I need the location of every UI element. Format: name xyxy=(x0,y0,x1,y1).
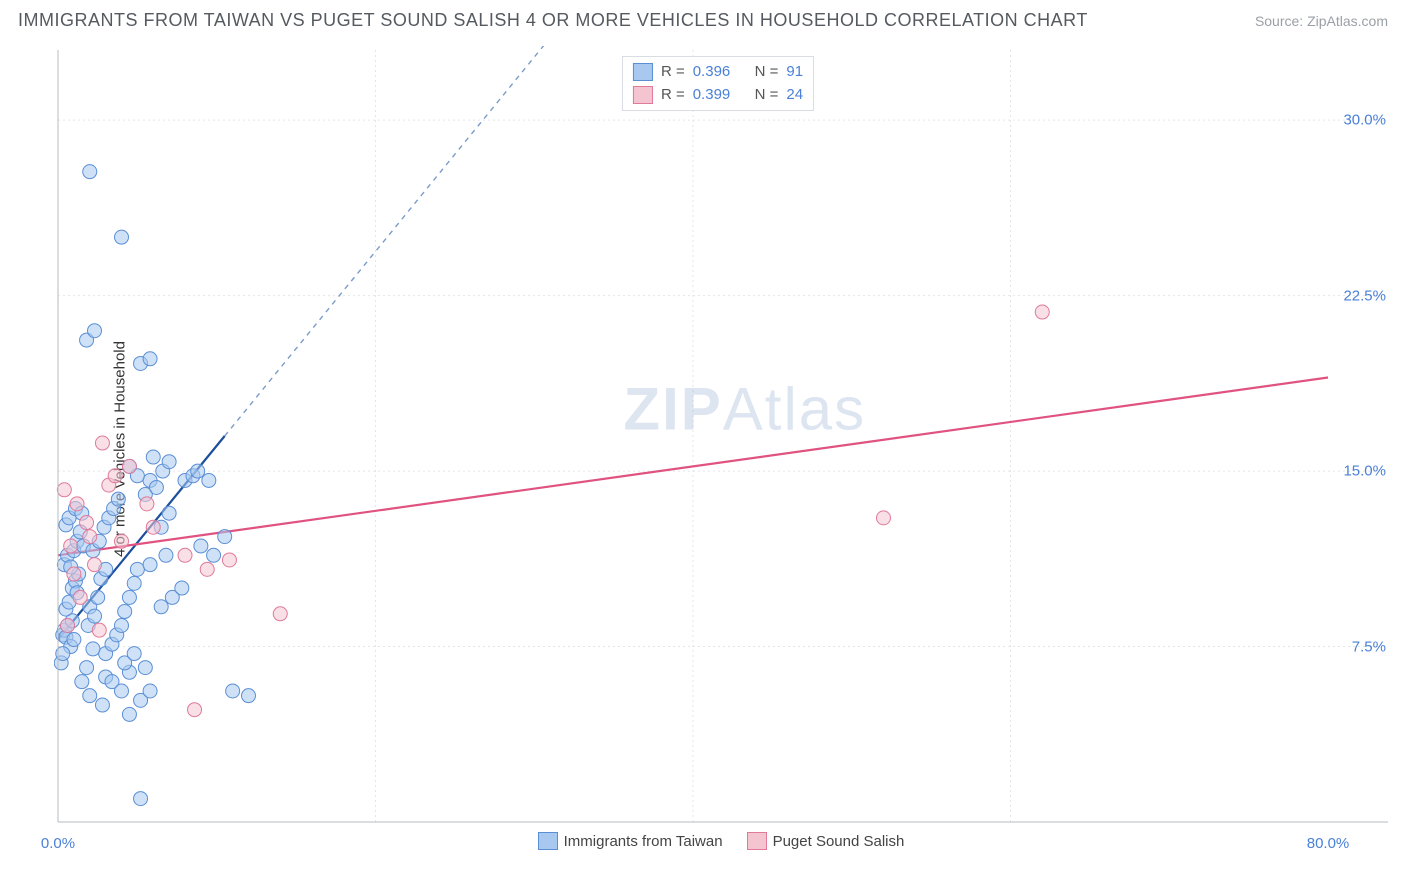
legend-swatch-taiwan xyxy=(538,832,558,850)
swatch-salish xyxy=(633,86,653,104)
chart-title: IMMIGRANTS FROM TAIWAN VS PUGET SOUND SA… xyxy=(18,10,1088,31)
swatch-taiwan xyxy=(633,63,653,81)
legend-label-taiwan: Immigrants from Taiwan xyxy=(564,833,723,850)
stats-row-salish: R = 0.399 N = 24 xyxy=(633,84,803,107)
x-axis-ticks: Immigrants from Taiwan Puget Sound Salis… xyxy=(54,830,1388,852)
chart-container: 4 or more Vehicles in Household ZIPAtlas… xyxy=(48,46,1388,852)
r-label: R = xyxy=(661,61,685,84)
x-tick-min: 0.0% xyxy=(41,835,75,852)
r-label: R = xyxy=(661,84,685,107)
x-tick-max: 80.0% xyxy=(1307,835,1350,852)
n-label: N = xyxy=(755,61,779,84)
n-value-salish: 24 xyxy=(786,84,803,107)
scatter-plot-svg xyxy=(54,46,1388,826)
r-value-salish: 0.399 xyxy=(693,84,731,107)
legend-item-taiwan: Immigrants from Taiwan xyxy=(538,832,723,850)
stats-row-taiwan: R = 0.396 N = 91 xyxy=(633,61,803,84)
n-value-taiwan: 91 xyxy=(786,61,803,84)
legend-item-salish: Puget Sound Salish xyxy=(747,832,905,850)
n-label: N = xyxy=(755,84,779,107)
legend-label-salish: Puget Sound Salish xyxy=(773,833,905,850)
r-value-taiwan: 0.396 xyxy=(693,61,731,84)
bottom-legend: Immigrants from Taiwan Puget Sound Salis… xyxy=(54,830,1388,852)
stats-legend-box: R = 0.396 N = 91 R = 0.399 N = 24 xyxy=(622,56,814,111)
legend-swatch-salish xyxy=(747,832,767,850)
chart-source: Source: ZipAtlas.com xyxy=(1255,13,1388,29)
